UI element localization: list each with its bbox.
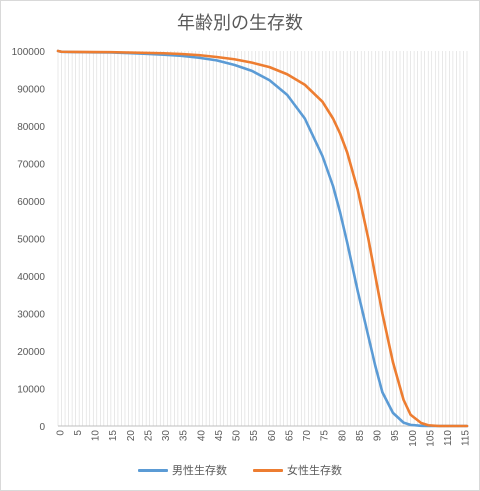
- x-tick-label: 15: [108, 430, 119, 442]
- y-tick-label: 90000: [17, 85, 45, 96]
- y-tick-label: 60000: [17, 197, 45, 208]
- x-tick-label: 30: [161, 430, 172, 442]
- x-tick-label: 110: [443, 430, 454, 446]
- chart-title: 年齢別の生存数: [177, 13, 303, 34]
- x-tick-label: 60: [267, 430, 278, 442]
- y-tick-label: 80000: [17, 122, 45, 133]
- legend-swatch-male: [138, 468, 168, 472]
- series-line-1: [56, 49, 469, 428]
- legend-label-female: 女性生存数: [287, 464, 342, 477]
- x-tick-label: 0: [55, 430, 66, 436]
- y-tick-label: 30000: [17, 310, 45, 321]
- x-tick-label: 85: [355, 430, 366, 442]
- y-tick-label: 40000: [17, 272, 45, 283]
- legend-label-male: 男性生存数: [172, 464, 227, 477]
- axis-layer: 0 10000 20000 30000 40000 50000 60000 70000 8000…: [12, 47, 472, 447]
- series-layer: [56, 49, 469, 428]
- y-tick-label: 0: [39, 422, 45, 433]
- y-tick-label: 50000: [17, 235, 45, 246]
- x-tick-label: 65: [284, 430, 295, 442]
- x-tick-label: 80: [337, 430, 348, 442]
- legend-item-male[interactable]: 男性生存数: [138, 462, 227, 478]
- x-tick-label: 25: [143, 430, 154, 442]
- y-tick-label: 10000: [17, 385, 45, 396]
- y-tick-label: 100000: [12, 47, 46, 58]
- x-tick-label: 20: [126, 430, 137, 442]
- x-tick-label: 45: [214, 430, 225, 442]
- x-tick-label: 35: [179, 430, 190, 442]
- y-tick-label: 70000: [17, 160, 45, 171]
- x-tick-label: 5: [73, 430, 84, 436]
- x-tick-label: 50: [232, 430, 243, 442]
- x-tick-label: 55: [249, 430, 260, 442]
- x-tick-label: 100: [408, 430, 419, 447]
- x-tick-label: 70: [302, 430, 313, 442]
- x-tick-label: 95: [390, 430, 401, 442]
- legend-swatch-female: [253, 468, 283, 472]
- x-tick-label: 40: [196, 430, 207, 442]
- x-tick-label: 90: [373, 430, 384, 442]
- x-tick-label: 10: [91, 430, 102, 442]
- y-tick-label: 20000: [17, 347, 45, 358]
- x-tick-label: 75: [320, 430, 331, 442]
- x-tick-label: 115: [461, 430, 472, 446]
- grid-layer: [57, 51, 468, 426]
- legend-item-female[interactable]: 女性生存数: [253, 462, 342, 478]
- x-tick-label: 105: [425, 430, 436, 447]
- legend: 男性生存数 女性生存数: [1, 462, 479, 478]
